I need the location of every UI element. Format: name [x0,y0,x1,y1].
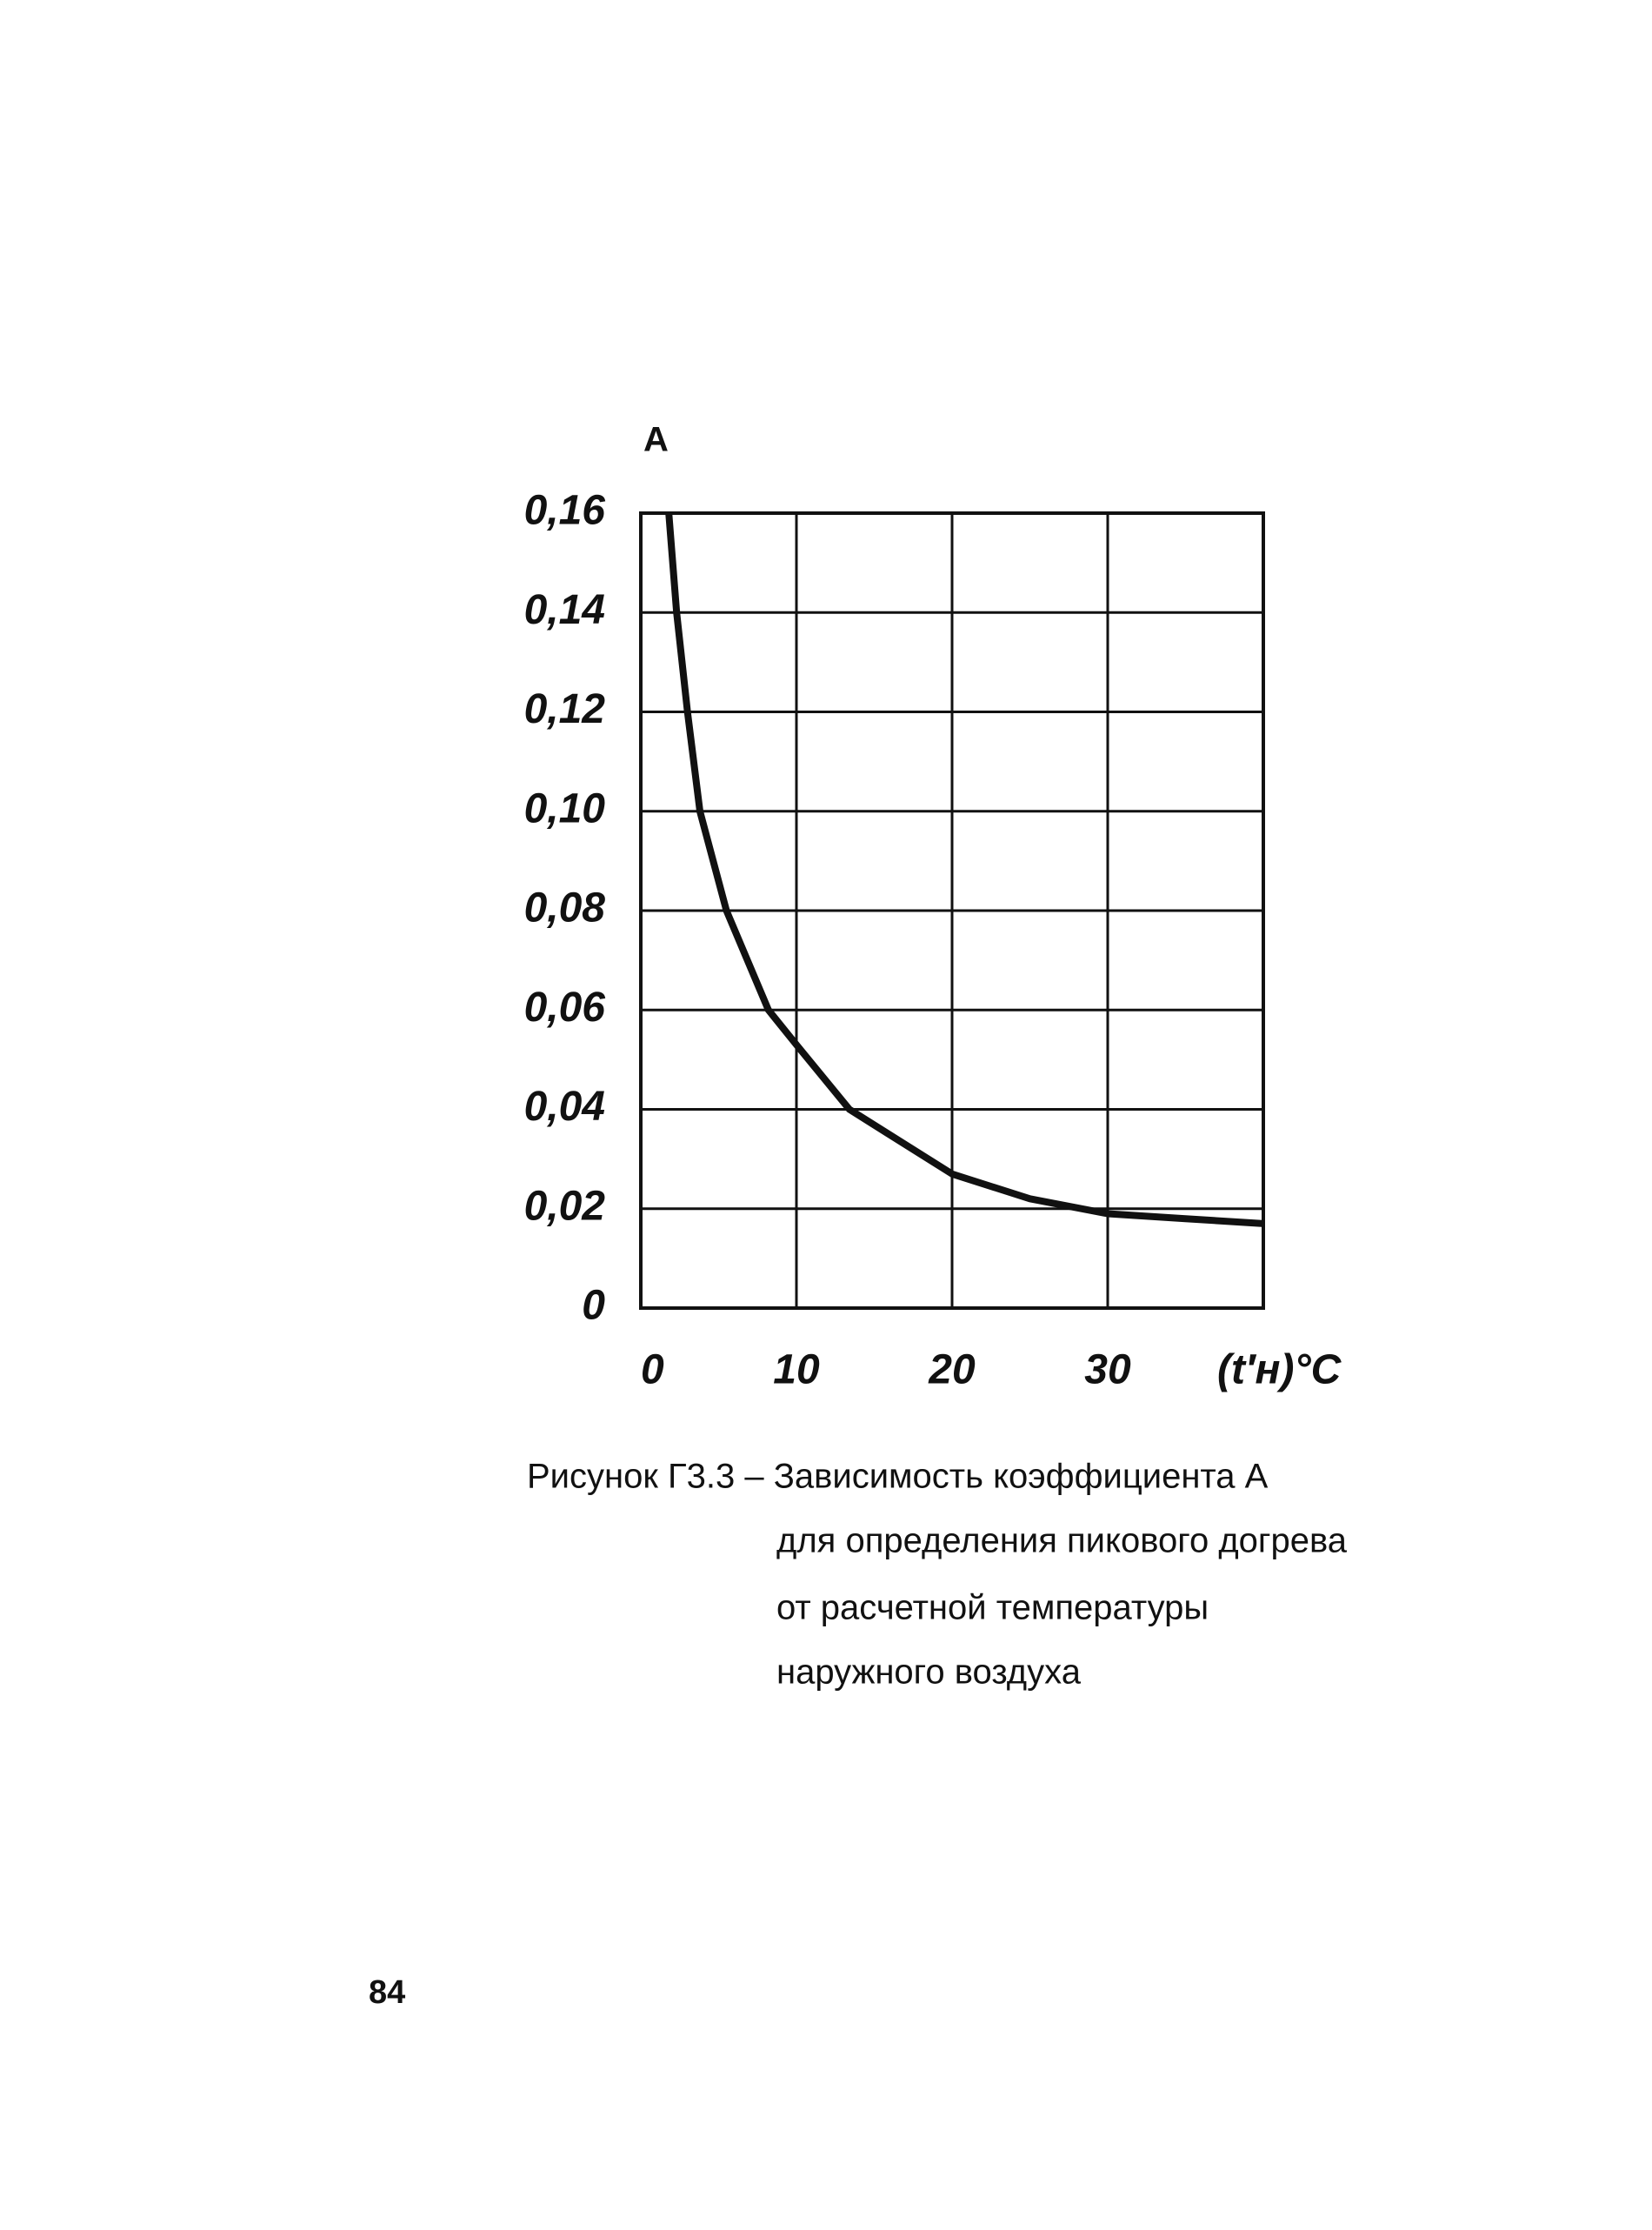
caption-line: от расчетной температуры [776,1589,1209,1627]
page-number: 84 [369,1974,405,2011]
y-tick-label: 0,14 [524,587,605,633]
y-tick-label: 0,08 [524,885,606,931]
x-tick-label: 20 [928,1347,976,1393]
caption-line: для определения пикового догрева [776,1522,1348,1560]
caption-line: Рисунок Г3.3 – Зависимость коэффициента … [527,1458,1269,1496]
y-tick-label: 0,06 [524,985,606,1031]
y-tick-label: 0,16 [524,488,606,534]
x-tick-label: 10 [773,1347,820,1393]
x-axis-label: (t′н)°C [1217,1347,1342,1393]
x-tick-label: 30 [1084,1347,1131,1393]
y-tick-label: 0,02 [524,1183,606,1229]
y-tick-label: 0,04 [524,1084,605,1130]
y-axis-label: A [643,421,669,459]
x-tick-label: 0 [641,1347,664,1393]
data-line [665,512,1264,1227]
y-tick-label: 0 [582,1283,605,1329]
y-tick-label: 0,10 [524,785,606,831]
y-tick-label: 0,12 [524,686,606,732]
caption-line: наружного воздуха [776,1653,1082,1692]
